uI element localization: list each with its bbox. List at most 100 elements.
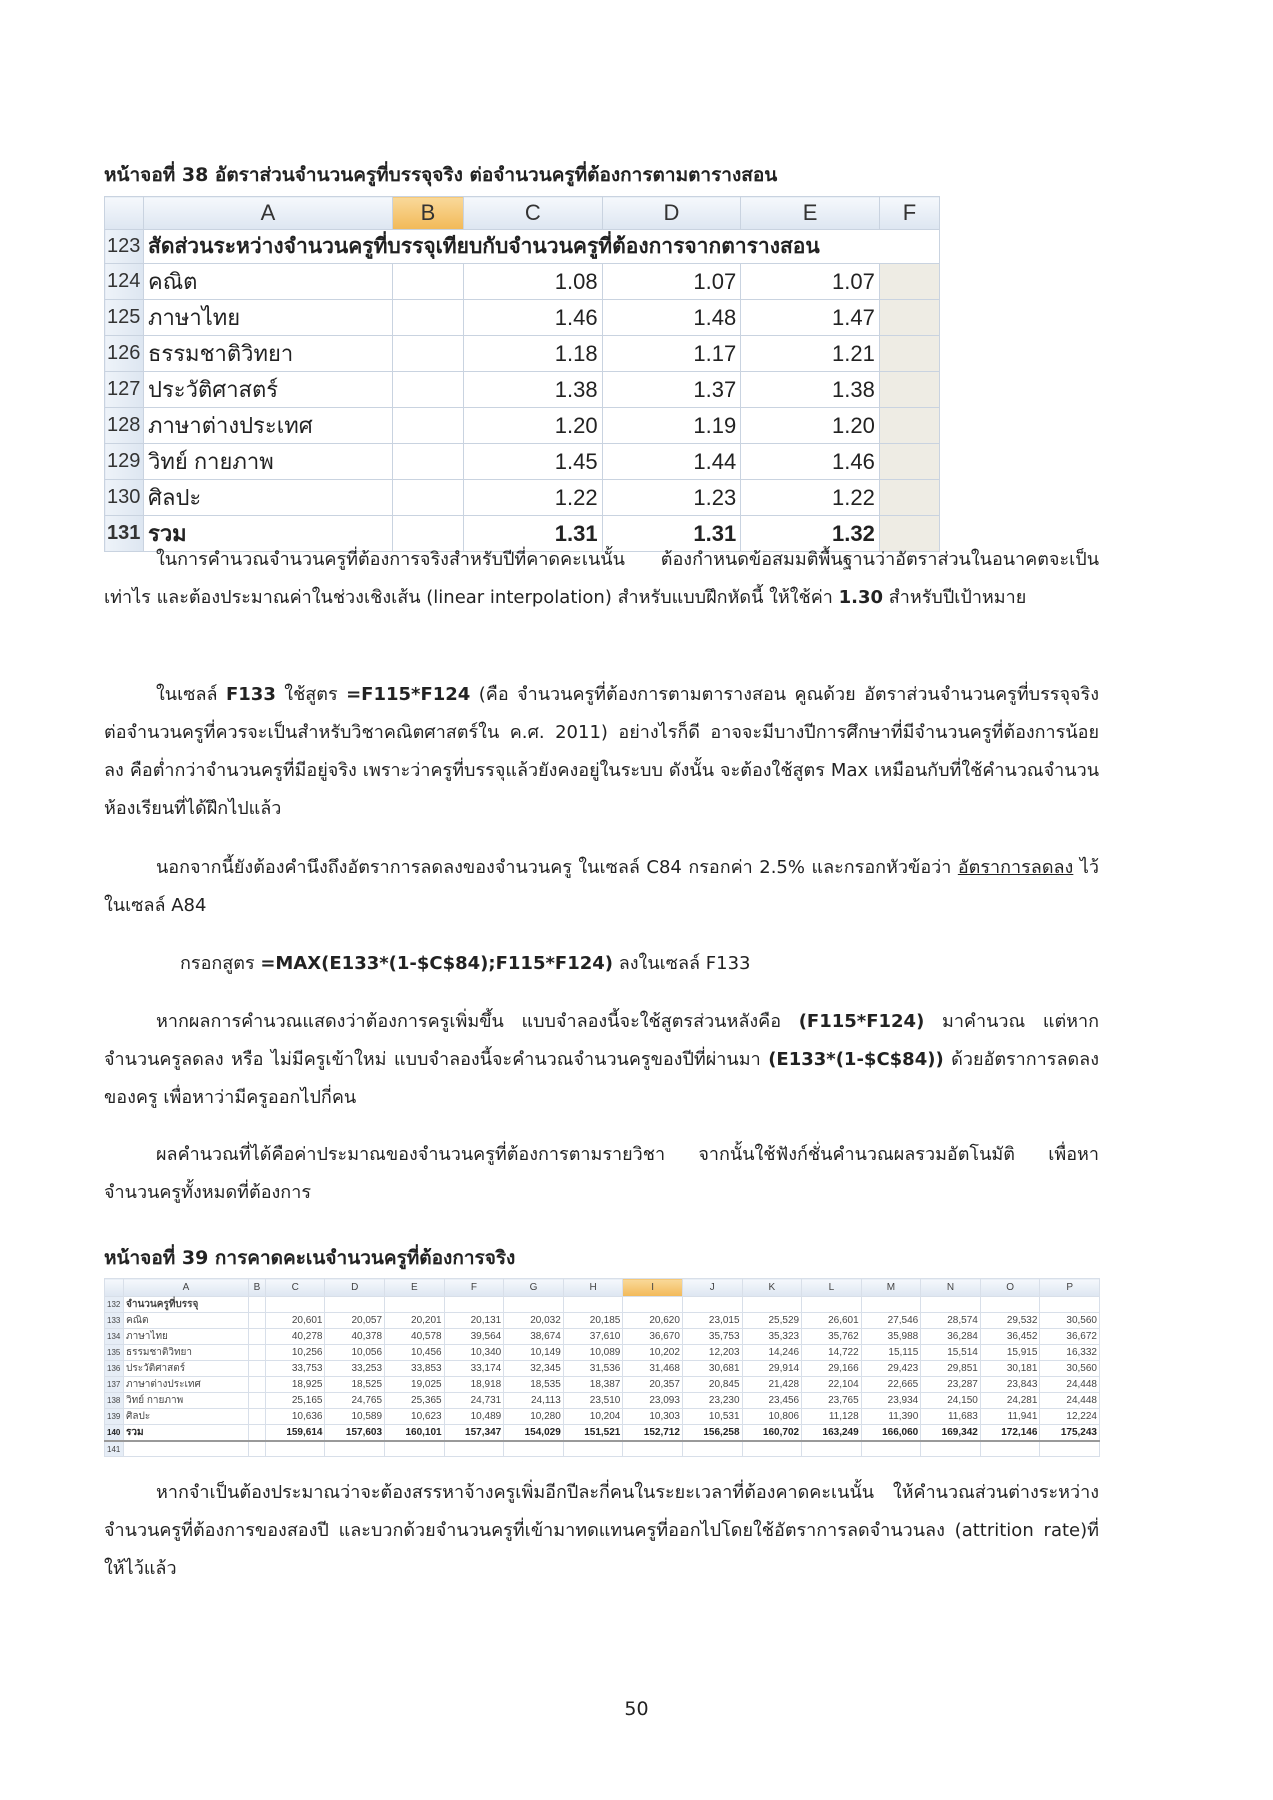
value-cell: 23,230 (681, 1392, 743, 1409)
empty-cell (562, 1440, 624, 1457)
empty-cell (1039, 1440, 1100, 1457)
value-cell: 29,532 (979, 1312, 1041, 1329)
row-number: 123 (104, 229, 144, 264)
formula-instruction: กรอกสูตร =MAX(E133*(1-$C$84);F115*F124) … (180, 945, 1080, 983)
value-cell: 15,115 (860, 1344, 922, 1361)
column-header[interactable] (104, 1278, 124, 1297)
value-cell: 1.08 (463, 263, 603, 300)
value-cell: 36,452 (979, 1328, 1041, 1345)
column-header[interactable]: F (443, 1278, 505, 1297)
value-cell: 160,101 (384, 1424, 445, 1442)
value-cell: 20,201 (384, 1312, 445, 1329)
subject-cell: ภาษาไทย (123, 1328, 249, 1345)
column-header[interactable] (104, 196, 144, 230)
empty-cell (248, 1296, 266, 1313)
value-cell: 24,281 (979, 1392, 1041, 1409)
column-header[interactable]: D (601, 196, 742, 230)
empty-cell (681, 1296, 743, 1313)
subject-cell: ศิลปะ (123, 1408, 249, 1425)
empty-cell (979, 1440, 1041, 1457)
row-number: 125 (104, 299, 144, 336)
text: ลงในเซลล์ F133 (613, 953, 751, 974)
table-row: 133 คณิต 20,601 20,057 20,201 20,131 20,032 20,… (104, 1312, 1100, 1329)
value-cell: 29,423 (860, 1360, 922, 1377)
column-header[interactable]: E (384, 1278, 445, 1297)
text: (คือ จำนวนครูที่ต้องการตามตารางสอน คูณด้… (104, 684, 1099, 819)
value-cell: 37,610 (562, 1328, 624, 1345)
empty-cell (392, 299, 464, 336)
column-header[interactable]: M (860, 1278, 922, 1297)
column-header[interactable]: L (801, 1278, 862, 1297)
column-header[interactable]: H (562, 1278, 624, 1297)
column-header[interactable]: I (622, 1278, 683, 1297)
column-header[interactable]: E (740, 196, 880, 230)
column-header[interactable]: B (392, 196, 464, 230)
value-cell: 29,914 (741, 1360, 803, 1377)
text: กรอกสูตร (180, 953, 261, 974)
column-header[interactable]: G (503, 1278, 564, 1297)
value-cell: 24,448 (1039, 1392, 1100, 1409)
value-cell: 10,280 (503, 1408, 564, 1425)
value-cell: 23,510 (562, 1392, 624, 1409)
value-cell: 10,806 (741, 1408, 803, 1425)
subject-cell: วิทย์ กายภาพ (143, 443, 393, 480)
value-cell: 15,915 (979, 1344, 1041, 1361)
table-row: 129 วิทย์ กายภาพ 1.45 1.44 1.46 (104, 443, 941, 480)
value-cell: 26,601 (801, 1312, 862, 1329)
empty-cell (860, 1440, 922, 1457)
column-header[interactable]: D (324, 1278, 386, 1297)
value-cell: 16,332 (1039, 1344, 1100, 1361)
row-number: 134 (104, 1328, 124, 1345)
value-cell: 10,636 (264, 1408, 326, 1425)
table-row: 139 ศิลปะ 10,636 10,589 10,623 10,489 10,280 10… (104, 1408, 1100, 1425)
value-cell: 20,185 (562, 1312, 624, 1329)
text: ในการคำนวณจำนวนครูที่ต้องการจริงสำหรับปี… (104, 549, 1099, 608)
value-cell: 1.38 (463, 371, 603, 408)
value-cell: 11,390 (860, 1408, 922, 1425)
value-cell: 20,032 (503, 1312, 564, 1329)
column-header[interactable]: P (1039, 1278, 1100, 1297)
empty-cell (503, 1440, 564, 1457)
row-number: 129 (104, 443, 144, 480)
value-cell: 27,546 (860, 1312, 922, 1329)
value-cell: 29,166 (801, 1360, 862, 1377)
value-cell: 10,456 (384, 1344, 445, 1361)
table-row: 130 ศิลปะ 1.22 1.23 1.22 (104, 479, 941, 516)
column-header[interactable]: A (123, 1278, 249, 1297)
subject-cell: รวม (123, 1424, 249, 1442)
value-cell: 10,340 (443, 1344, 505, 1361)
column-header[interactable]: K (741, 1278, 803, 1297)
table-row: 137 ภาษาต่างประเทศ 18,925 18,525 19,025 18,91… (104, 1376, 1100, 1393)
empty-cell (324, 1440, 386, 1457)
empty-cell (878, 335, 941, 372)
row-number: 132 (104, 1296, 124, 1313)
column-header[interactable]: J (681, 1278, 743, 1297)
value-cell: 10,256 (264, 1344, 326, 1361)
column-header[interactable]: F (878, 196, 941, 230)
value-cell: 23,765 (801, 1392, 862, 1409)
text: ใช้สูตร (275, 684, 347, 705)
row-number: 128 (104, 407, 144, 444)
value-cell: 30,181 (979, 1360, 1041, 1377)
column-header[interactable]: N (920, 1278, 981, 1297)
value-cell: 160,702 (741, 1424, 803, 1442)
value-cell: 15,514 (920, 1344, 981, 1361)
value-cell: 24,765 (324, 1392, 386, 1409)
column-header[interactable]: O (979, 1278, 1041, 1297)
formula: (F115*F124) (798, 1011, 925, 1032)
table-row: 141 (104, 1440, 1100, 1457)
column-header[interactable]: A (143, 196, 393, 230)
value-cell: 14,246 (741, 1344, 803, 1361)
empty-cell (562, 1296, 624, 1313)
empty-cell (878, 371, 941, 408)
value-cell: 10,202 (622, 1344, 683, 1361)
value-cell: 23,015 (681, 1312, 743, 1329)
column-header[interactable]: B (248, 1278, 266, 1297)
value-cell: 1.17 (601, 335, 742, 372)
column-header[interactable]: C (463, 196, 603, 230)
value-cell: 1.47 (740, 299, 880, 336)
column-header[interactable]: C (264, 1278, 326, 1297)
value-cell: 20,601 (264, 1312, 326, 1329)
value-cell: 33,174 (443, 1360, 505, 1377)
